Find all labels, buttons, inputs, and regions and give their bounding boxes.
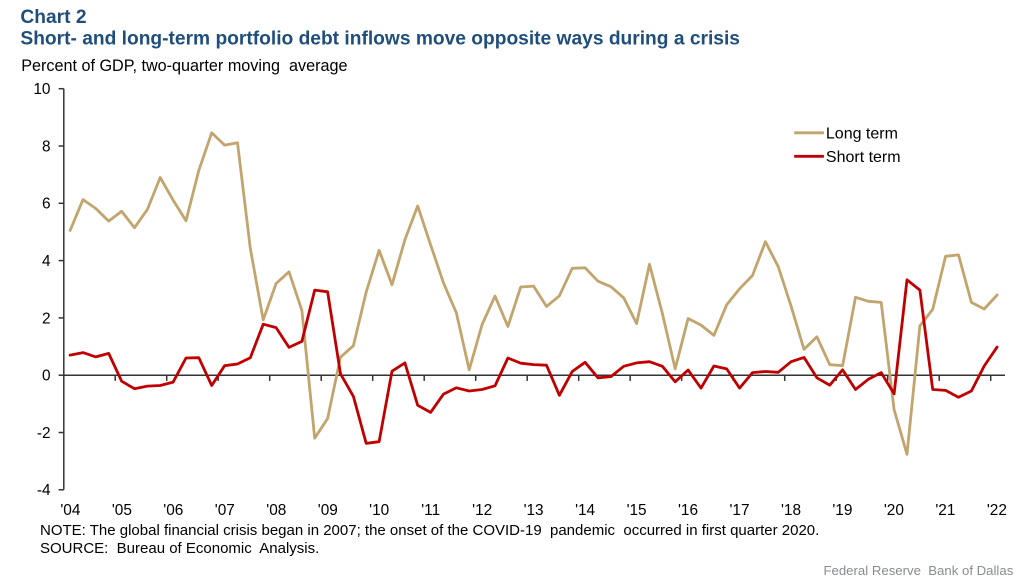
svg-text:NOTE: The global financial cri: NOTE: The global financial crisis began … xyxy=(40,522,819,539)
svg-text:8: 8 xyxy=(42,138,51,155)
svg-text:Federal Reserve Bank of Dalla: Federal Reserve Bank of Dallas xyxy=(823,563,1013,578)
svg-text:'22: '22 xyxy=(987,502,1007,519)
svg-text:SOURCE: Bureau of Economic A: SOURCE: Bureau of Economic Analysis. xyxy=(40,540,319,557)
svg-text:'08: '08 xyxy=(266,502,286,519)
svg-text:'21: '21 xyxy=(935,502,955,519)
svg-text:Short- and long-term portfolio: Short- and long-term portfolio debt infl… xyxy=(20,28,740,49)
svg-text:'20: '20 xyxy=(884,502,904,519)
svg-text:'12: '12 xyxy=(472,502,492,519)
svg-text:-4: -4 xyxy=(37,482,51,499)
svg-text:10: 10 xyxy=(33,81,50,98)
svg-text:'13: '13 xyxy=(524,502,544,519)
svg-text:'07: '07 xyxy=(215,502,235,519)
svg-text:Short term: Short term xyxy=(826,149,901,166)
svg-text:0: 0 xyxy=(42,368,51,385)
svg-text:Percent of GDP, two-quarter mo: Percent of GDP, two-quarter moving avera… xyxy=(21,57,347,75)
svg-text:'14: '14 xyxy=(575,502,595,519)
svg-text:'06: '06 xyxy=(163,502,183,519)
svg-text:6: 6 xyxy=(42,196,51,213)
svg-text:'10: '10 xyxy=(369,502,389,519)
svg-text:'18: '18 xyxy=(781,502,801,519)
svg-text:-2: -2 xyxy=(37,425,51,442)
svg-text:'04: '04 xyxy=(60,502,80,519)
svg-text:Chart 2: Chart 2 xyxy=(20,7,86,28)
svg-text:'17: '17 xyxy=(729,502,749,519)
svg-text:4: 4 xyxy=(42,253,51,270)
svg-text:'11: '11 xyxy=(421,502,440,519)
svg-text:2: 2 xyxy=(42,310,51,327)
svg-text:'19: '19 xyxy=(832,502,852,519)
svg-text:'05: '05 xyxy=(112,502,132,519)
svg-text:Long term: Long term xyxy=(826,126,898,143)
svg-text:'15: '15 xyxy=(627,502,647,519)
svg-text:'16: '16 xyxy=(678,502,698,519)
svg-text:'09: '09 xyxy=(318,502,338,519)
